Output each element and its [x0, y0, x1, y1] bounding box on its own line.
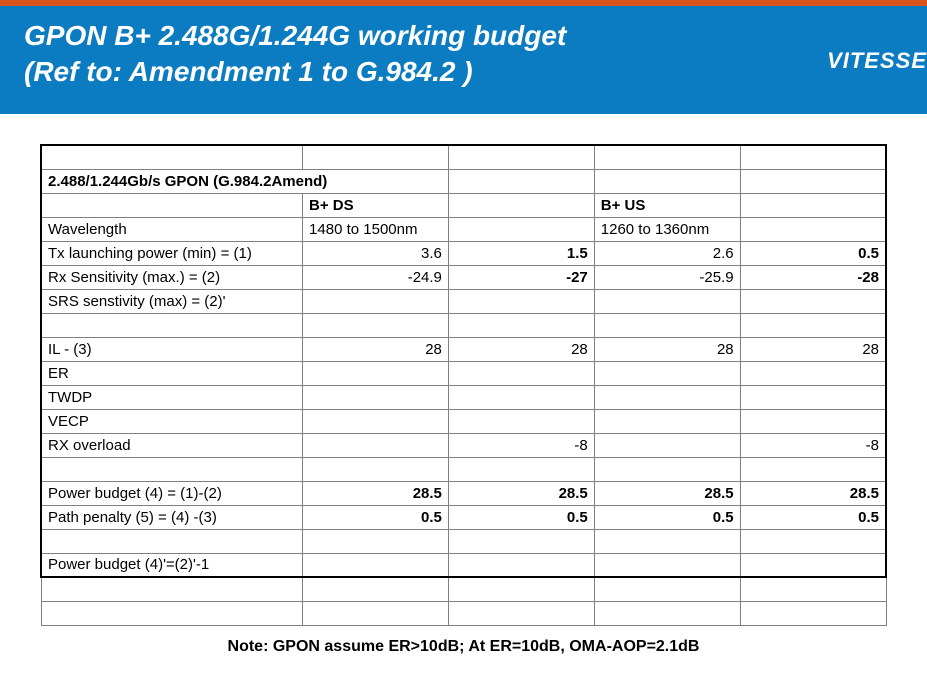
cell-value: 28: [740, 337, 886, 361]
spacer-row: [41, 577, 886, 601]
row-rx-overload: RX overload -8 -8: [41, 433, 886, 457]
row-power-budget: Power budget (4) = (1)-(2) 28.5 28.5 28.…: [41, 481, 886, 505]
cell-value: 28.5: [303, 481, 449, 505]
cell-label: SRS senstivity (max) = (2)': [41, 289, 303, 313]
cell-label: Rx Sensitivity (max.) = (2): [41, 265, 303, 289]
row-path-penalty: Path penalty (5) = (4) -(3) 0.5 0.5 0.5 …: [41, 505, 886, 529]
cell-value: [740, 217, 886, 241]
cell-label: Path penalty (5) = (4) -(3): [41, 505, 303, 529]
spacer-row: [41, 313, 886, 337]
cell-value: 28: [594, 337, 740, 361]
cell-value: -28: [740, 265, 886, 289]
cell-value: -24.9: [303, 265, 449, 289]
cell-value: 28: [448, 337, 594, 361]
spacer-row: [41, 529, 886, 553]
cell-value: -8: [448, 433, 594, 457]
slide-body: 2.488/1.244Gb/s GPON (G.984.2Amend) B+ D…: [0, 114, 927, 666]
cell-label: Tx launching power (min) = (1): [41, 241, 303, 265]
cell-label: RX overload: [41, 433, 303, 457]
row-vecp: VECP: [41, 409, 886, 433]
cell-value: 1.5: [448, 241, 594, 265]
cell-value: 0.5: [448, 505, 594, 529]
cell-value: [594, 433, 740, 457]
cell-value: 28.5: [594, 481, 740, 505]
budget-table: 2.488/1.244Gb/s GPON (G.984.2Amend) B+ D…: [40, 144, 887, 626]
column-header-row: B+ DS B+ US: [41, 193, 886, 217]
cell-value: 2.6: [594, 241, 740, 265]
slide-title: GPON B+ 2.488G/1.244G working budget (Re…: [24, 18, 903, 91]
spacer-row: [41, 601, 886, 625]
cell-value: 28.5: [448, 481, 594, 505]
cell-value: 0.5: [303, 505, 449, 529]
cell-label: Power budget (4) = (1)-(2): [41, 481, 303, 505]
cell-label: TWDP: [41, 385, 303, 409]
col-header-us: B+ US: [594, 193, 740, 217]
cell-value: 28.5: [740, 481, 886, 505]
slide-header: GPON B+ 2.488G/1.244G working budget (Re…: [0, 0, 927, 114]
footnote: Note: GPON assume ER>10dB; At ER=10dB, O…: [40, 638, 887, 656]
cell-value: 1260 to 1360nm: [594, 217, 740, 241]
cell-label: VECP: [41, 409, 303, 433]
col-header-ds: B+ DS: [303, 193, 449, 217]
cell-label: Power budget (4)'=(2)'-1: [41, 553, 303, 577]
spacer-row: [41, 457, 886, 481]
cell-value: -8: [740, 433, 886, 457]
title-line-2: (Ref to: Amendment 1 to G.984.2 ): [24, 56, 473, 87]
table-title: 2.488/1.244Gb/s GPON (G.984.2Amend): [41, 169, 448, 193]
spacer-row: [41, 145, 886, 169]
brand-logo-text: VITESSE: [827, 48, 927, 74]
cell-value: 0.5: [740, 241, 886, 265]
cell-value: 0.5: [740, 505, 886, 529]
cell-value: 28: [303, 337, 449, 361]
row-tx: Tx launching power (min) = (1) 3.6 1.5 2…: [41, 241, 886, 265]
table-title-row: 2.488/1.244Gb/s GPON (G.984.2Amend): [41, 169, 886, 193]
row-il: IL - (3) 28 28 28 28: [41, 337, 886, 361]
row-er: ER: [41, 361, 886, 385]
row-power-budget-prime: Power budget (4)'=(2)'-1: [41, 553, 886, 577]
cell-value: -27: [448, 265, 594, 289]
cell-value: [448, 217, 594, 241]
cell-value: 1480 to 1500nm: [303, 217, 449, 241]
cell-value: 3.6: [303, 241, 449, 265]
cell-label: IL - (3): [41, 337, 303, 361]
row-wavelength: Wavelength 1480 to 1500nm 1260 to 1360nm: [41, 217, 886, 241]
cell-value: 0.5: [594, 505, 740, 529]
cell-label: ER: [41, 361, 303, 385]
row-twdp: TWDP: [41, 385, 886, 409]
cell-value: -25.9: [594, 265, 740, 289]
title-line-1: GPON B+ 2.488G/1.244G working budget: [24, 20, 566, 51]
row-srs: SRS senstivity (max) = (2)': [41, 289, 886, 313]
row-rx: Rx Sensitivity (max.) = (2) -24.9 -27 -2…: [41, 265, 886, 289]
cell-label: Wavelength: [41, 217, 303, 241]
cell-value: [303, 433, 449, 457]
